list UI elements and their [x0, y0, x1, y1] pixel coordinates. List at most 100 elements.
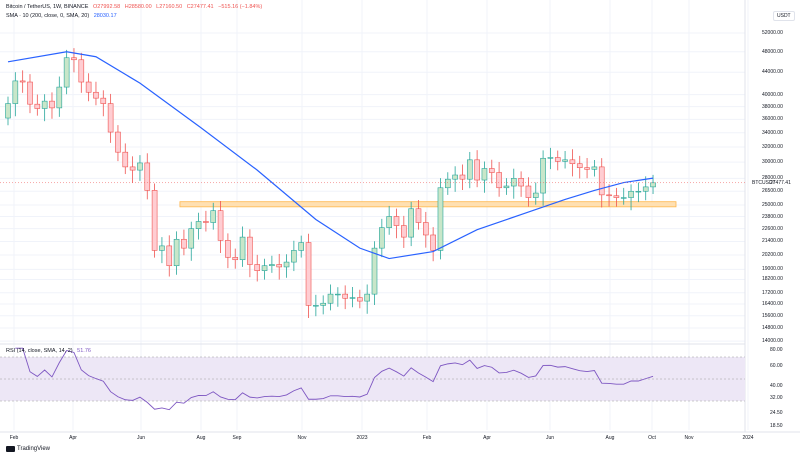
- candle: [122, 151, 129, 168]
- candle: [173, 238, 180, 267]
- candle: [554, 157, 561, 162]
- candle: [540, 157, 546, 194]
- price-axis-label: 19000.00: [762, 266, 783, 273]
- rsi-axis-label: 24.50: [770, 410, 783, 416]
- sma-value: 28030.17: [93, 13, 117, 19]
- candle: [401, 225, 407, 238]
- candle: [276, 264, 283, 268]
- candle: [576, 163, 583, 168]
- candle: [393, 216, 400, 226]
- ohlc-open: O27992.58: [92, 4, 121, 10]
- time-axis-label: Apr: [483, 435, 491, 441]
- price-axis-label: 44000.00: [762, 69, 783, 76]
- candle: [335, 293, 341, 296]
- currency-button[interactable]: USDT: [773, 11, 795, 21]
- candle: [342, 293, 348, 299]
- candle: [474, 159, 480, 181]
- candle: [5, 103, 11, 119]
- price-axis-label: 22600.00: [762, 225, 783, 232]
- rsi-legend[interactable]: RSI (14, close, SMA, 14, 2) 51.76: [6, 348, 94, 354]
- price-axis-label: 52000.00: [762, 30, 783, 36]
- time-axis-label: 2023: [356, 435, 368, 441]
- sma-line: [7, 51, 654, 260]
- candle: [107, 103, 114, 133]
- rsi-axis-label: 18.50: [770, 423, 783, 429]
- candle: [93, 91, 99, 99]
- candle: [437, 187, 444, 251]
- rsi-axis-label: 32.00: [770, 395, 783, 401]
- candle: [496, 172, 502, 189]
- time-axis-label: Nov: [684, 435, 694, 441]
- candle: [327, 293, 334, 304]
- price-axis-label: 20200.00: [762, 252, 783, 259]
- rsi-axis-label: 80.00: [770, 347, 783, 353]
- ohlc-high: H28580.00: [124, 4, 152, 10]
- candle: [188, 228, 195, 249]
- candle: [408, 208, 414, 238]
- candle: [144, 162, 151, 191]
- price-axis-label: 34000.00: [762, 129, 783, 136]
- candle: [320, 302, 326, 306]
- ohlc-low: L27160.50: [156, 4, 183, 10]
- candle: [313, 305, 319, 307]
- branding-text: TradingView: [17, 446, 51, 452]
- candle: [642, 186, 649, 192]
- time-axis-label: Feb: [422, 435, 432, 441]
- candle: [532, 192, 539, 198]
- ohlc-close: C27477.41: [186, 4, 214, 10]
- candle: [569, 159, 576, 165]
- time-axis-label: Jun: [545, 435, 555, 441]
- tradingview-logo[interactable]: TradingView: [6, 446, 50, 452]
- price-axis-label: 32000.00: [762, 143, 783, 150]
- candle: [386, 216, 392, 228]
- time-axis-label: Sep: [232, 435, 242, 441]
- sma-legend[interactable]: SMA · 10 (200, close, 0, SMA, 20) 28030.…: [6, 13, 120, 19]
- candle: [466, 159, 473, 180]
- candle: [364, 293, 370, 302]
- candle: [166, 245, 173, 267]
- candle: [283, 261, 290, 268]
- price-axis-label: 21400.00: [762, 238, 783, 245]
- candle: [137, 162, 143, 171]
- candle: [63, 57, 70, 88]
- candle: [503, 185, 510, 189]
- candle: [41, 100, 48, 109]
- candle: [349, 297, 356, 299]
- candle: [291, 250, 297, 263]
- candle: [225, 240, 231, 258]
- candle: [628, 190, 634, 198]
- symbol-title: Bitcoin / TetherUS, 1W, BINANCE: [6, 4, 89, 10]
- time-axis-label: Aug: [605, 435, 615, 441]
- price-axis-label: 23800.00: [762, 213, 783, 220]
- candle: [415, 208, 422, 223]
- price-axis-label: 14800.00: [762, 325, 783, 332]
- candle: [481, 168, 488, 181]
- candle: [71, 57, 77, 61]
- price-axis-label: 30000.00: [762, 159, 783, 166]
- candle: [181, 238, 187, 249]
- time-axis-label: Feb: [9, 435, 19, 441]
- support-zone[interactable]: [179, 201, 677, 208]
- candle: [195, 221, 202, 229]
- candle: [27, 81, 33, 105]
- candle: [444, 178, 451, 189]
- ohlc-change: −515.16 (−1.84%): [218, 4, 263, 10]
- candle: [232, 257, 239, 261]
- time-axis-label: Nov: [297, 435, 307, 441]
- candle: [525, 185, 532, 198]
- candle: [12, 80, 19, 104]
- price-axis-label: 36000.00: [762, 116, 783, 123]
- price-axis-label: 38000.00: [762, 103, 783, 110]
- candle: [510, 178, 517, 187]
- candle: [357, 297, 363, 302]
- price-axis-label: 14000.00: [762, 338, 783, 345]
- candle: [598, 166, 605, 196]
- last-price-symbol: BTCUSDT: [752, 180, 776, 186]
- candle: [151, 190, 158, 251]
- candle: [452, 174, 458, 180]
- candle: [430, 234, 436, 251]
- candle: [254, 264, 261, 271]
- candle: [49, 100, 55, 109]
- tradingview-logo-icon: [6, 446, 15, 452]
